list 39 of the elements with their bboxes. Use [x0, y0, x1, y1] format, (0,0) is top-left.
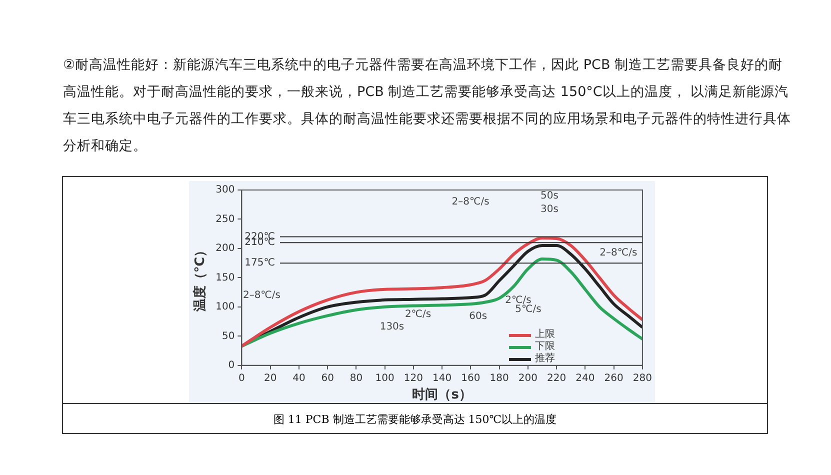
annotation: 2–8℃/s	[452, 196, 490, 208]
annotation: 5℃/s	[515, 304, 542, 315]
y-tick-label: 250	[216, 214, 235, 225]
x-tick-label: 160	[461, 372, 480, 384]
annotation: 60s	[469, 310, 488, 322]
x-tick-label: 60	[321, 372, 334, 384]
annotation: 2–8℃/s	[600, 248, 638, 259]
y-tick-label: 100	[216, 302, 235, 313]
x-tick-label: 140	[432, 372, 452, 384]
x-tick-label: 100	[375, 372, 394, 384]
y-tick-label: 150	[216, 272, 235, 284]
x-tick-label: 240	[576, 372, 595, 384]
x-tick-label: 80	[350, 372, 363, 384]
chart-subtitle: ②耐高温性能好：新能源汽车三电系统中的电子元器件需要在高温环境下工作，因此 PCB 制造工艺需要具备良好的耐高温性能。对于耐高温性能的要求，一般来说，PCB 制造工艺需要能够承受高达 150°C以上的温度， 以满足新能源汽车三电系统中电子元器件的工作要求。具体的耐高温性能要求还需要根据不同的应用场景和电子元器件的特性进行具体分析和确定。	[63, 56, 792, 156]
x-tick-label: 200	[518, 372, 538, 384]
x-tick-label: 280	[632, 372, 652, 384]
legend-label: 下限	[535, 341, 555, 352]
legend-label: 上限	[535, 329, 555, 341]
y-tick-label: 200	[216, 243, 235, 254]
x-tick-label: 20	[264, 372, 277, 384]
x-tick-label: 180	[490, 372, 509, 384]
x-tick-label: 0	[238, 372, 245, 384]
ref-line-label: 175℃	[244, 258, 276, 269]
y-tick-label: 0	[228, 360, 235, 371]
x-tick-label: 40	[292, 372, 306, 384]
y-tick-label: 50	[222, 330, 235, 342]
legend-label: 推荐	[535, 353, 555, 365]
annotation: 50s	[540, 190, 558, 202]
caption: 图 11 PCB 制造工艺需要能够承受高达 150℃以上的温度	[273, 412, 557, 426]
x-tick-label: 120	[404, 372, 423, 384]
y-axis-title: 温度（℃）	[192, 244, 208, 313]
x-tick-label: 260	[604, 372, 624, 384]
annotation: 2℃/s	[404, 309, 432, 320]
y-tick-label: 300	[216, 184, 235, 196]
x-tick-label: 220	[547, 372, 566, 384]
annotation: 2–8℃/s	[242, 290, 280, 301]
annotation: 130s	[380, 321, 404, 332]
x-axis-title: 时间（s）	[412, 388, 472, 403]
annotation: 30s	[540, 204, 558, 215]
